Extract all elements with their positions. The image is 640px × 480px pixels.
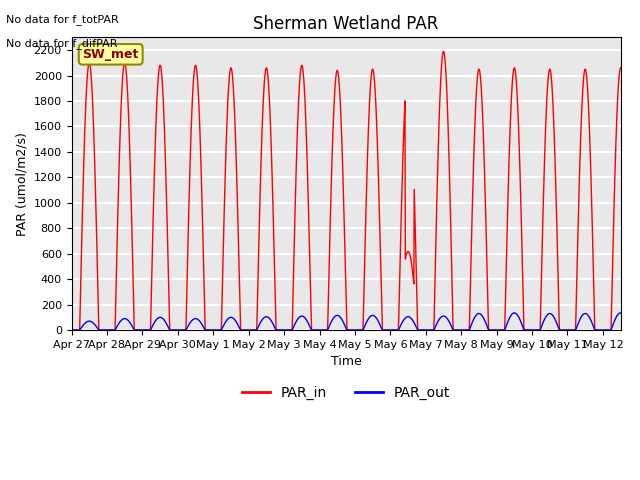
PAR_in — [166, 327, 174, 333]
Title: Sherman Wetland PAR: Sherman Wetland PAR — [253, 15, 439, 33]
Text: No data for f_totPAR: No data for f_totPAR — [6, 14, 119, 25]
PAR_out — [276, 327, 284, 333]
PAR_in — [545, 74, 552, 80]
PAR_out — [544, 312, 552, 317]
PAR_in — [276, 327, 284, 333]
PAR_out — [177, 327, 184, 333]
PAR_in — [177, 327, 184, 333]
Line: PAR_out: PAR_out — [72, 313, 621, 330]
PAR_out — [226, 314, 234, 320]
PAR_in — [483, 276, 491, 282]
Text: No data for f_difPAR: No data for f_difPAR — [6, 38, 118, 49]
PAR_in — [617, 65, 625, 71]
PAR_out — [483, 323, 491, 329]
PAR_in — [68, 327, 76, 333]
X-axis label: Time: Time — [331, 355, 362, 368]
PAR_out — [68, 327, 76, 333]
Y-axis label: PAR (umol/m2/s): PAR (umol/m2/s) — [15, 132, 28, 236]
Text: SW_met: SW_met — [83, 48, 139, 61]
PAR_in — [440, 48, 447, 54]
PAR_out — [166, 327, 174, 333]
Legend: PAR_in, PAR_out: PAR_in, PAR_out — [236, 380, 456, 405]
Line: PAR_in: PAR_in — [72, 51, 621, 330]
PAR_out — [617, 310, 625, 316]
PAR_in — [226, 69, 234, 74]
